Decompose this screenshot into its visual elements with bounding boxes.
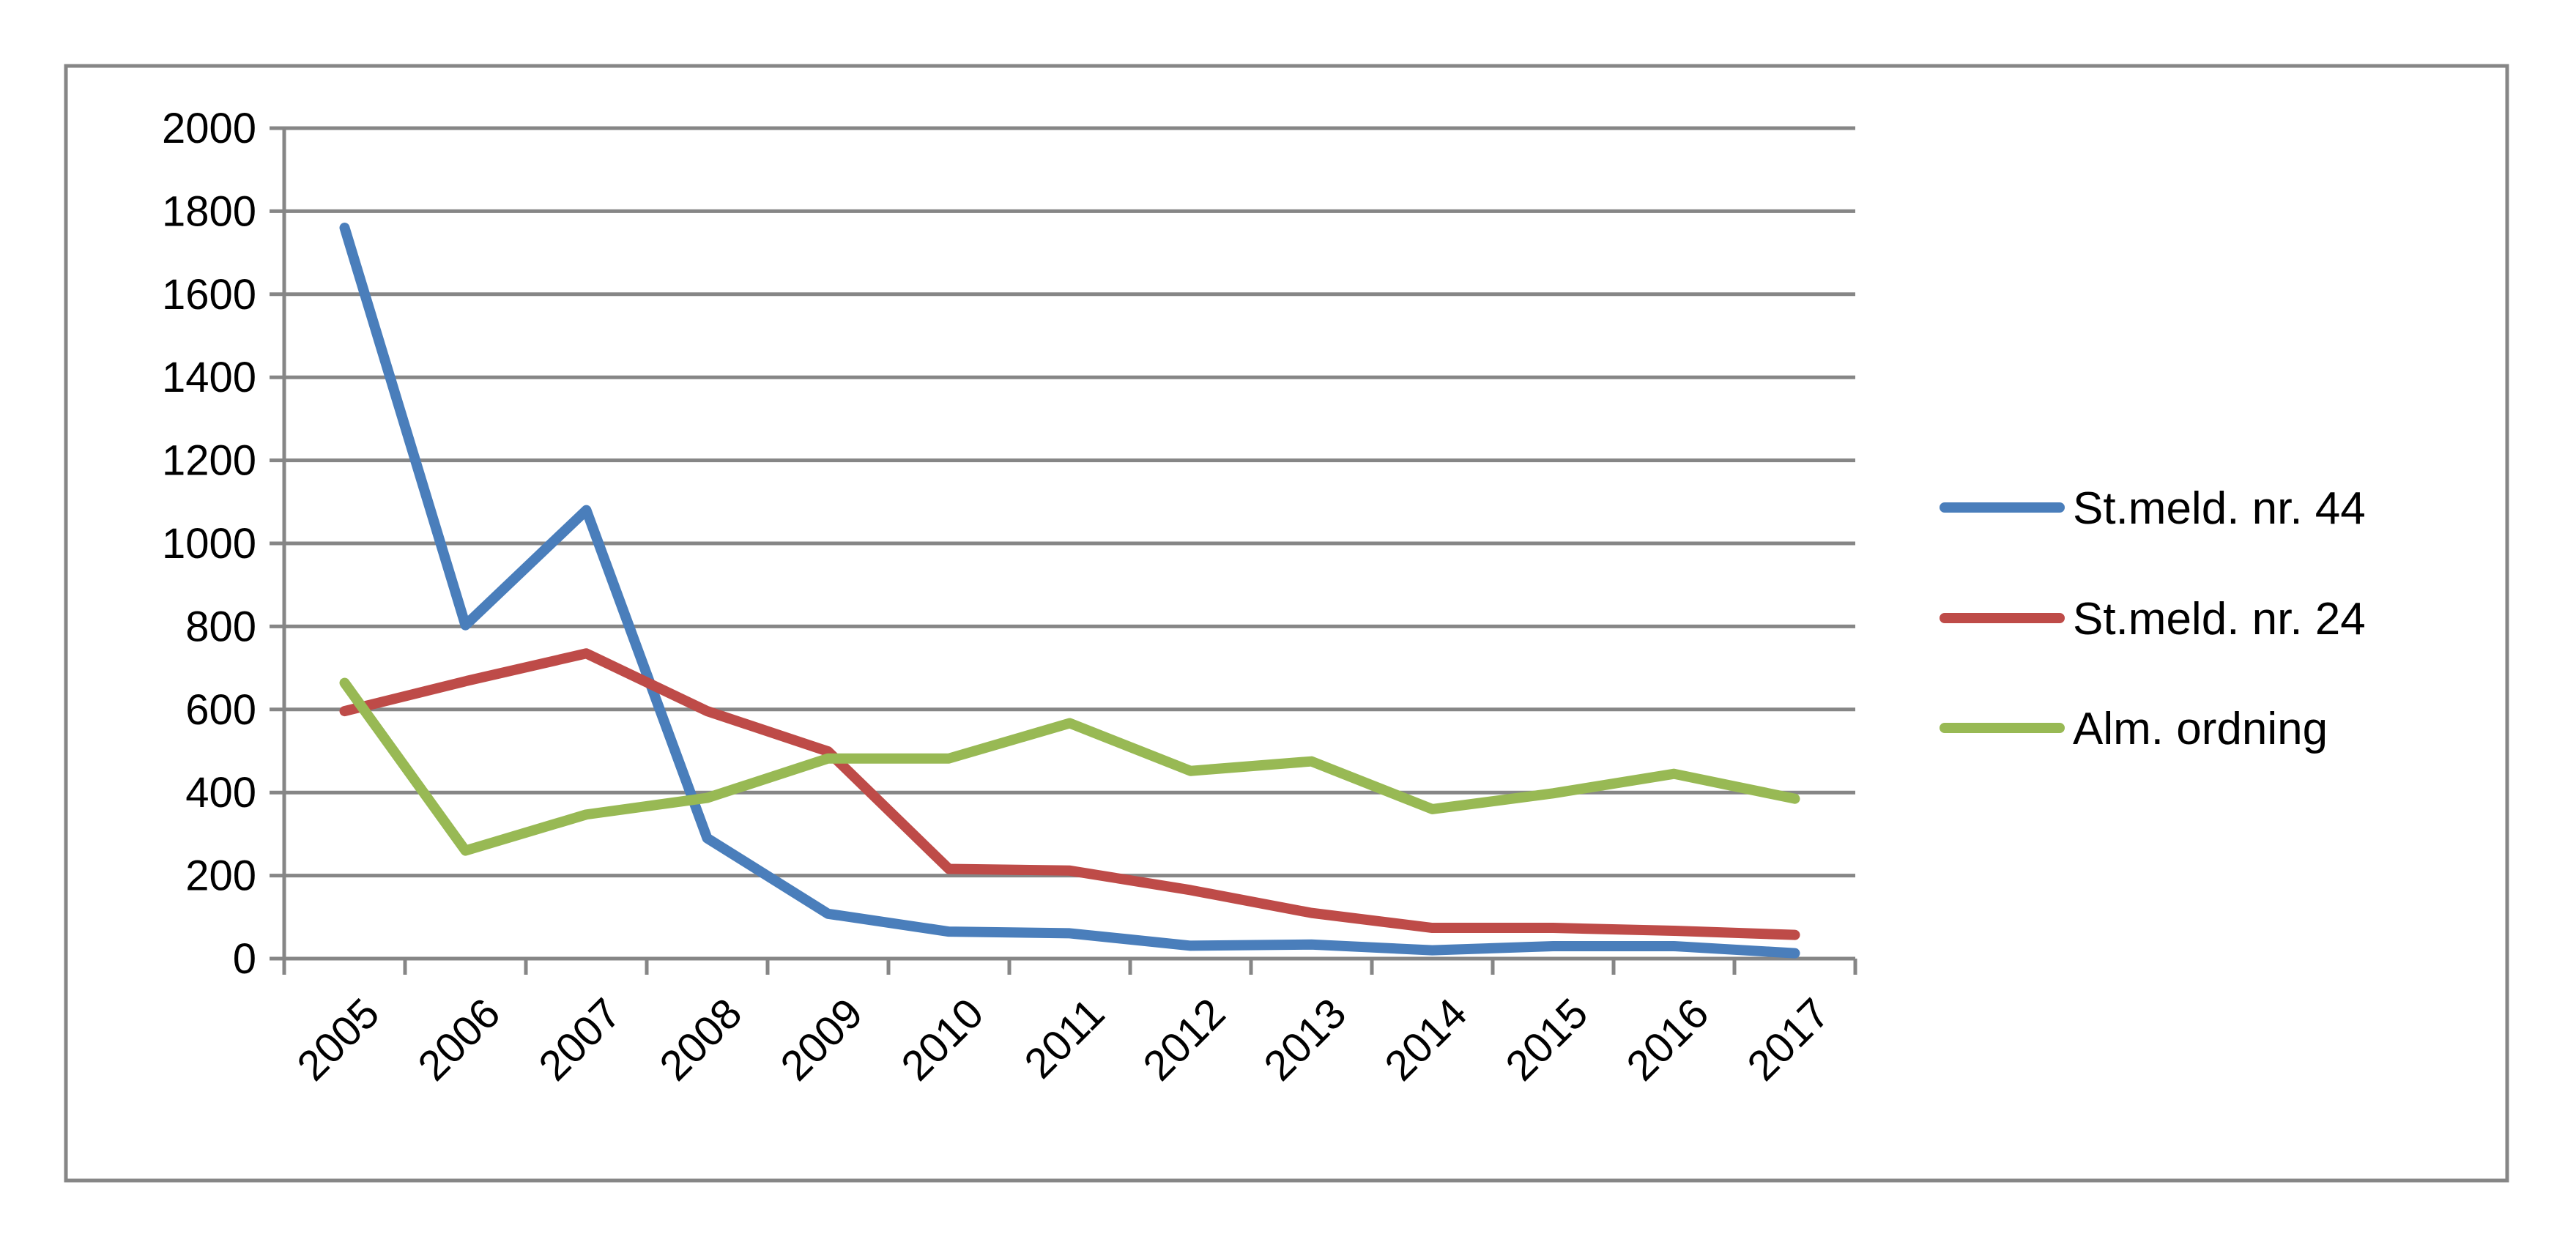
y-tick-label: 1800 [162, 187, 256, 235]
y-tick-label: 2000 [162, 105, 256, 152]
y-tick-label: 600 [185, 686, 256, 734]
legend-label: St.meld. nr. 24 [2073, 594, 2366, 644]
y-tick-label: 1000 [162, 520, 256, 568]
y-tick-label: 0 [233, 935, 256, 983]
series-line-3 [339, 677, 1800, 856]
y-tick-label: 400 [185, 769, 256, 817]
y-tick-label: 1400 [162, 354, 256, 401]
legend-label: Alm. ordning [2073, 704, 2328, 754]
legend-label: St.meld. nr. 44 [2073, 483, 2366, 534]
series-line-2 [339, 648, 1800, 940]
y-tick-label: 200 [185, 852, 256, 900]
y-tick-label: 1200 [162, 437, 256, 485]
y-tick-label: 800 [185, 603, 256, 650]
series-line-1 [339, 223, 1800, 959]
y-tick-label: 1600 [162, 271, 256, 319]
